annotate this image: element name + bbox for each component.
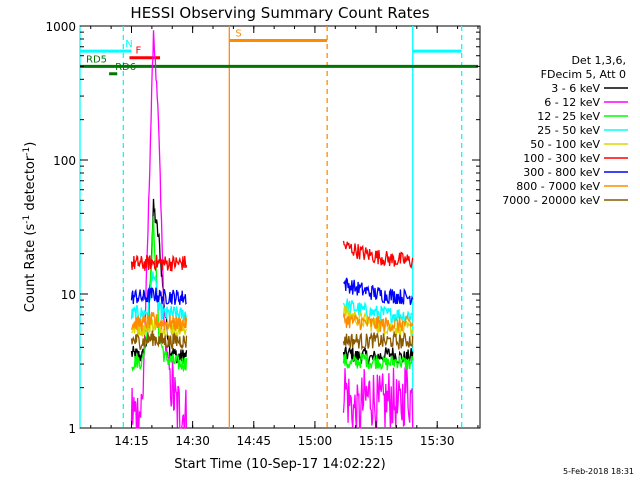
series-1 bbox=[130, 30, 414, 430]
series-line bbox=[130, 286, 187, 306]
marker-layer: N S F RD5 RD6 bbox=[79, 26, 478, 428]
legend-label: 300 - 800 keV bbox=[523, 166, 600, 179]
series-3 bbox=[130, 271, 414, 324]
x-tick-label: 14:15 bbox=[114, 434, 149, 448]
legend-header-line-2: FDecim 5, Att 0 bbox=[541, 68, 626, 81]
series-line bbox=[342, 352, 414, 371]
x-tick-label: 15:00 bbox=[298, 434, 333, 448]
y-tick-label: 100 bbox=[53, 154, 76, 168]
series-line bbox=[342, 364, 414, 429]
legend-label: 50 - 100 keV bbox=[530, 138, 600, 151]
y-tick-label: 1 bbox=[68, 422, 76, 436]
footer-timestamp: 5-Feb-2018 18:31 bbox=[563, 467, 634, 476]
x-axis: 14:15 14:30 14:45 15:00 15:15 15:30 bbox=[90, 26, 479, 448]
series-8 bbox=[130, 330, 414, 351]
legend-label: 25 - 50 keV bbox=[537, 124, 600, 137]
series-5 bbox=[130, 240, 414, 272]
legend-label: 100 - 300 keV bbox=[523, 152, 600, 165]
chart-title: HESSI Observing Summary Count Rates bbox=[130, 4, 429, 22]
legend-label: 3 - 6 keV bbox=[551, 82, 600, 95]
series-line bbox=[130, 254, 188, 272]
legend-label: 6 - 12 keV bbox=[544, 96, 600, 109]
legend-label: 12 - 25 keV bbox=[537, 110, 600, 123]
legend-header-line-1: Det 1,3,6, bbox=[571, 54, 626, 67]
flag-label: F bbox=[135, 46, 141, 57]
series-layer bbox=[130, 30, 414, 430]
series-line bbox=[130, 30, 188, 430]
flag-label: RD6 bbox=[115, 62, 136, 73]
series-line bbox=[130, 330, 188, 350]
series-line bbox=[342, 346, 414, 366]
series-line bbox=[130, 271, 188, 322]
x-tick-label: 15:15 bbox=[359, 434, 394, 448]
x-tick-label: 14:45 bbox=[236, 434, 271, 448]
y-axis: 1 10 100 1000 bbox=[45, 20, 480, 436]
series-line bbox=[342, 240, 414, 269]
x-tick-label: 15:30 bbox=[420, 434, 455, 448]
flag-label: RD5 bbox=[86, 54, 107, 65]
legend-label: 800 - 7000 keV bbox=[516, 180, 600, 193]
y-tick-label: 1000 bbox=[45, 20, 76, 34]
series-6 bbox=[130, 277, 414, 306]
series-line bbox=[343, 277, 414, 305]
legend-label: 7000 - 20000 keV bbox=[502, 194, 600, 207]
series-line bbox=[342, 313, 414, 332]
y-axis-label: Count Rate (s-1 detector-1) bbox=[22, 142, 38, 313]
y-tick-label: 10 bbox=[61, 288, 76, 302]
flag-label: N bbox=[125, 39, 132, 50]
x-axis-label: Start Time (10-Sep-17 14:02:22) bbox=[174, 457, 385, 472]
series-line bbox=[342, 331, 414, 351]
flag-label: S bbox=[235, 28, 241, 39]
series-7 bbox=[130, 311, 414, 333]
x-tick-label: 14:30 bbox=[175, 434, 210, 448]
series-line bbox=[342, 298, 414, 324]
series-line bbox=[130, 311, 188, 333]
series-line bbox=[342, 305, 414, 338]
